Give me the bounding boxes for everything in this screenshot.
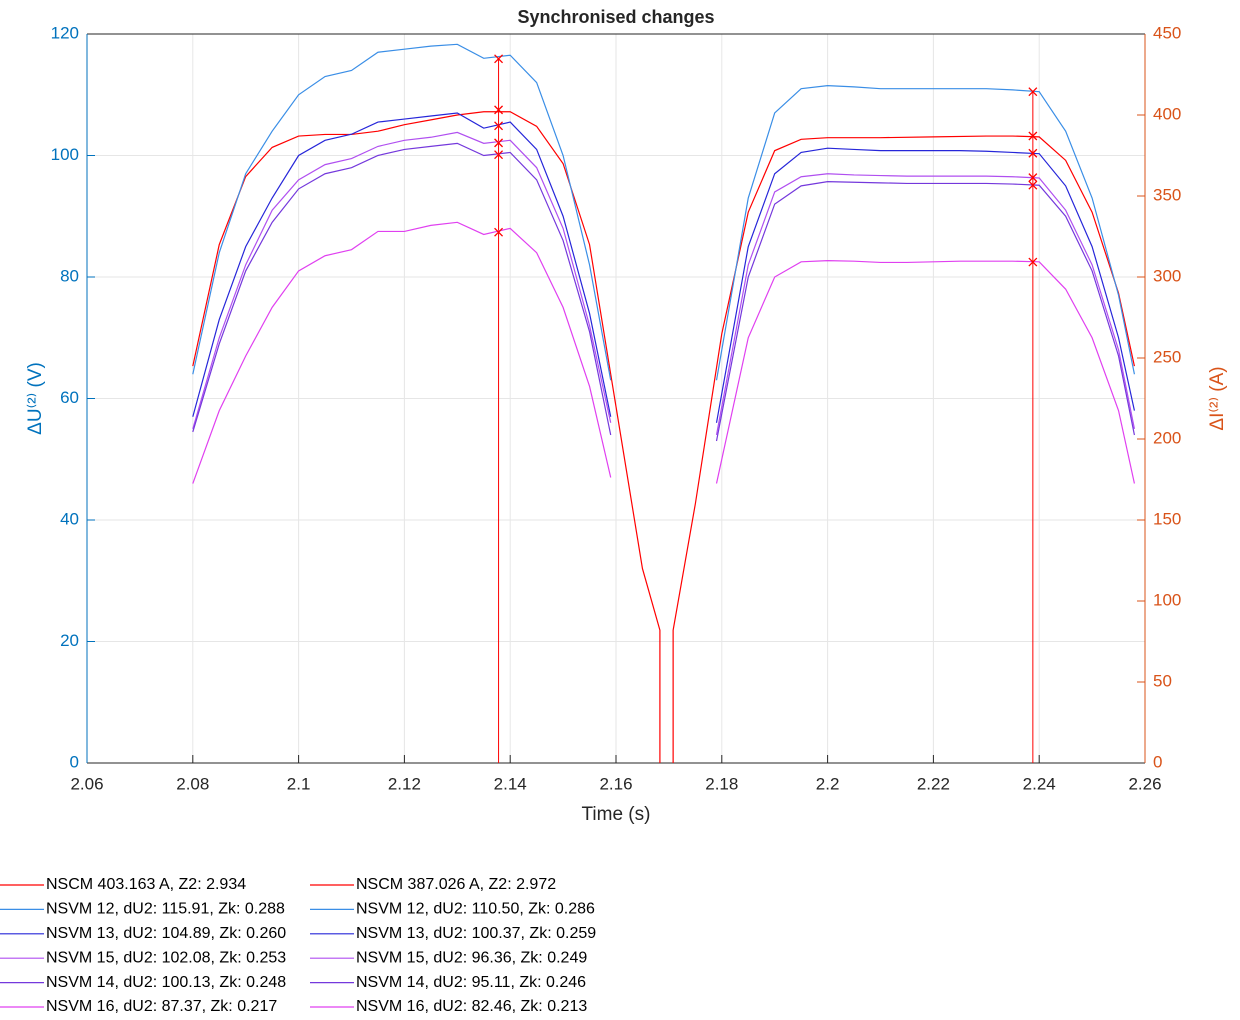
y-tick-label: 100 [51, 145, 79, 164]
marker [1028, 87, 1038, 97]
legend-label: NSVM 14, dU2: 95.11, Zk: 0.246 [356, 974, 586, 991]
y-tick-label: 0 [70, 752, 79, 771]
legend-label: NSVM 15, dU2: 96.36, Zk: 0.249 [356, 949, 587, 966]
series-line [192, 142, 612, 436]
marker [1028, 131, 1038, 141]
series-line [192, 112, 612, 417]
y2-tick-label: 450 [1153, 23, 1181, 42]
marker [1028, 257, 1038, 267]
marker [1028, 180, 1038, 190]
y2-tick-label: 400 [1153, 104, 1181, 123]
y2-tick-label: 200 [1153, 428, 1181, 447]
x-tick-label: 2.14 [494, 774, 527, 793]
legend-label: NSCM 387.026 A, Z2: 2.972 [356, 876, 556, 893]
series-line [715, 85, 1136, 381]
legend-label: NSVM 15, dU2: 102.08, Zk: 0.253 [46, 949, 286, 966]
x-tick-label: 2.16 [599, 774, 632, 793]
y2-tick-label: 50 [1153, 671, 1172, 690]
marker [494, 150, 504, 160]
series-line [192, 131, 612, 430]
legend-label: NSVM 12, dU2: 110.50, Zk: 0.286 [356, 901, 595, 918]
series-line [715, 259, 1136, 484]
x-tick-label: 2.06 [70, 774, 103, 793]
series-line [192, 221, 612, 484]
x-tick-label: 2.12 [388, 774, 421, 793]
y2-tick-label: 150 [1153, 509, 1181, 528]
legend-label: NSVM 14, dU2: 100.13, Zk: 0.248 [46, 974, 286, 991]
marker [494, 227, 504, 237]
y-axis-label: ΔU⁽²⁾ (V) [25, 362, 46, 435]
legend-label: NSVM 13, dU2: 100.37, Zk: 0.259 [356, 925, 596, 942]
legend-label: NSVM 16, dU2: 82.46, Zk: 0.213 [356, 998, 587, 1015]
x-tick-label: 2.22 [917, 774, 950, 793]
x-tick-label: 2.26 [1128, 774, 1161, 793]
y-tick-label: 60 [60, 388, 79, 407]
series-line [715, 181, 1136, 442]
series-line [715, 173, 1136, 436]
y2-tick-label: 100 [1153, 590, 1181, 609]
y2-tick-label: 250 [1153, 347, 1181, 366]
chart-title: Synchronised changes [517, 7, 714, 27]
x-tick-label: 2.1 [287, 774, 311, 793]
marker [494, 121, 504, 131]
y-tick-label: 20 [60, 631, 79, 650]
x-tick-label: 2.18 [705, 774, 738, 793]
marker [494, 105, 504, 115]
x-tick-label: 2.08 [176, 774, 209, 793]
y2-axis-label: ΔI⁽²⁾ (A) [1207, 366, 1228, 430]
series-line [672, 135, 1136, 763]
legend-label: NSVM 16, dU2: 87.37, Zk: 0.217 [46, 998, 277, 1015]
legend-label: NSCM 403.163 A, Z2: 2.934 [46, 876, 246, 893]
y2-tick-label: 350 [1153, 185, 1181, 204]
x-tick-label: 2.24 [1023, 774, 1056, 793]
series-line [715, 147, 1136, 423]
y-tick-label: 120 [51, 23, 79, 42]
legend-label: NSVM 13, dU2: 104.89, Zk: 0.260 [46, 925, 286, 942]
marker [1028, 173, 1038, 183]
y2-tick-label: 0 [1153, 752, 1162, 771]
x-tick-label: 2.2 [816, 774, 840, 793]
x-axis-label: Time (s) [582, 804, 651, 825]
y-tick-label: 80 [60, 266, 79, 285]
y-tick-label: 40 [60, 509, 79, 528]
marker [494, 54, 504, 64]
marker [494, 138, 504, 148]
series-line [192, 111, 661, 763]
legend-label: NSVM 12, dU2: 115.91, Zk: 0.288 [46, 901, 285, 918]
y2-tick-label: 300 [1153, 266, 1181, 285]
series-line [192, 43, 612, 381]
marker [1028, 148, 1038, 158]
